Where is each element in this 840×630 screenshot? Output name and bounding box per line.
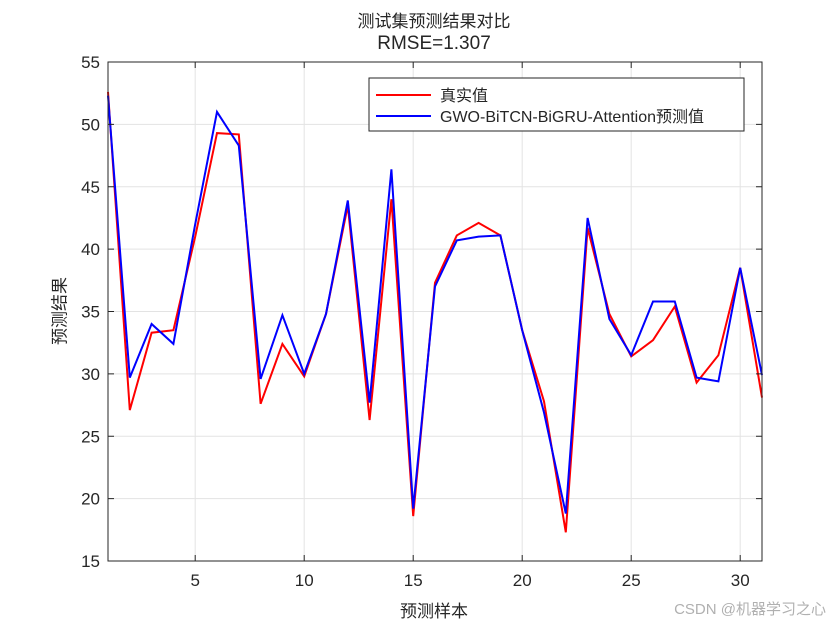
y-tick-label: 15 bbox=[81, 552, 100, 571]
x-axis-label: 预测样本 bbox=[400, 602, 468, 622]
y-tick-label: 40 bbox=[81, 240, 100, 259]
x-tick-label: 20 bbox=[513, 571, 532, 590]
watermark: CSDN @机器学习之心 bbox=[674, 601, 826, 618]
data-series bbox=[107, 91, 763, 533]
legend-label: GWO-BiTCN-BiGRU-Attention预测值 bbox=[440, 108, 704, 126]
y-axis-label: 预测结果 bbox=[50, 277, 71, 345]
series-predicted-line bbox=[107, 95, 763, 514]
y-tick-label: 35 bbox=[81, 303, 100, 322]
chart-title: 测试集预测结果对比 bbox=[357, 12, 511, 32]
series-actual-line bbox=[107, 91, 763, 533]
x-tick-label: 10 bbox=[295, 571, 314, 590]
y-tick-label: 30 bbox=[81, 365, 100, 384]
x-tick-label: 25 bbox=[622, 571, 641, 590]
x-tick-label: 5 bbox=[190, 571, 199, 590]
legend: 真实值 GWO-BiTCN-BiGRU-Attention预测值 bbox=[368, 77, 745, 132]
y-tick-label: 50 bbox=[81, 115, 100, 134]
axis-ticks: 5 10 15 20 25 30 15 20 25 30 35 40 45 50 55 bbox=[81, 53, 762, 590]
grid-lines bbox=[108, 62, 762, 561]
y-tick-label: 20 bbox=[81, 490, 100, 509]
y-tick-label: 45 bbox=[81, 178, 100, 197]
x-tick-label: 15 bbox=[404, 571, 423, 590]
chart-subtitle-rmse: RMSE=1.307 bbox=[377, 33, 491, 54]
x-tick-label: 30 bbox=[731, 571, 750, 590]
y-tick-label: 25 bbox=[81, 427, 100, 446]
legend-box bbox=[368, 77, 745, 132]
y-tick-label: 55 bbox=[81, 53, 100, 72]
legend-label: 真实值 bbox=[440, 87, 488, 105]
